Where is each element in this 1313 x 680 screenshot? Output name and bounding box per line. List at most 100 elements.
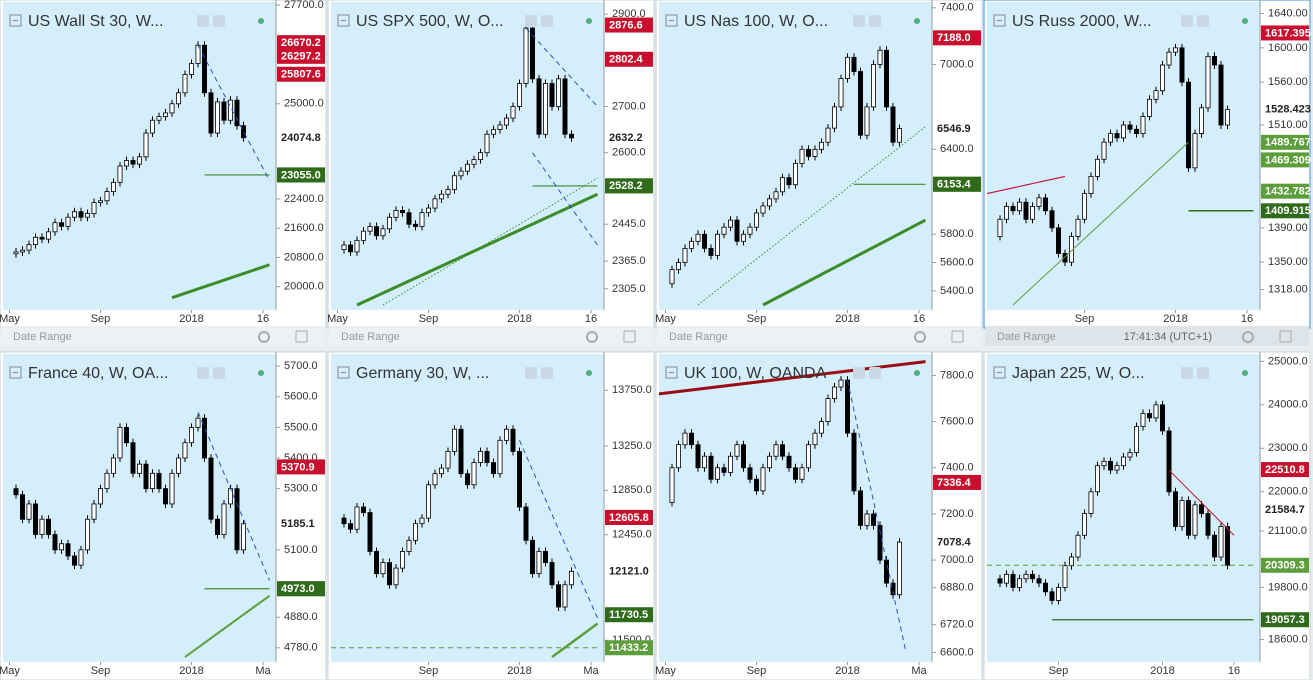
candle [26,503,32,520]
gear-icon[interactable] [586,331,598,343]
price-label: 2802.4 [609,54,644,66]
settings-icon[interactable] [853,15,865,27]
status-dot [914,370,920,376]
date-range[interactable]: Date Range [13,331,72,343]
gear-icon[interactable] [1242,331,1254,343]
settings-icon[interactable] [525,367,537,379]
candle [1004,206,1009,220]
footer-bar [1,326,325,346]
expand-icon[interactable] [1279,330,1292,343]
candle [569,570,574,586]
candle [98,488,103,505]
expand-icon[interactable] [295,330,308,343]
date-range[interactable]: Date Range [341,331,400,343]
settings-icon[interactable] [197,367,209,379]
x-tick-label: 2018 [179,313,203,325]
candle [1088,491,1094,514]
candle [241,125,246,139]
x-tick-label: May [655,665,676,677]
price-label-box [1261,462,1309,478]
candle [117,165,123,183]
settings-icon[interactable] [1181,15,1193,27]
settings-icon[interactable] [213,15,225,27]
date-range[interactable]: Date Range [997,331,1056,343]
price-label: 1469.309 [1265,154,1311,166]
price-label: 11730.5 [609,609,648,621]
collapse-icon[interactable] [665,366,678,379]
y-tick-label: 7000.0 [940,554,974,566]
collapse-icon[interactable] [993,366,1006,379]
gear-icon[interactable] [258,331,270,343]
settings-icon[interactable] [525,15,537,27]
settings-icon[interactable] [197,15,209,27]
settings-icon[interactable] [541,367,553,379]
candle [786,455,792,469]
settings-icon[interactable] [1197,15,1209,27]
candle [543,551,548,563]
x-tick-label: May [327,313,348,325]
expand-icon[interactable] [951,330,964,343]
candle [1075,534,1081,558]
candle [780,177,785,193]
settings-icon[interactable] [869,367,881,379]
candle [669,467,675,503]
candle [812,432,818,446]
candle [708,455,714,480]
price-label: 26297.2 [281,51,321,63]
candle [536,78,542,135]
expand-icon[interactable] [623,330,636,343]
gear-icon[interactable] [914,331,926,343]
candle [465,163,470,172]
candle [163,112,168,117]
price-label-box [933,121,981,137]
settings-icon[interactable] [213,367,225,379]
price-label: 1409.915 [1265,205,1311,217]
price-label-box [605,178,653,194]
candle [1114,465,1120,471]
settings-icon[interactable] [1181,367,1193,379]
collapse-icon[interactable] [665,14,678,27]
candle [708,247,714,256]
y-tick-label: 5500.0 [284,421,318,433]
y-tick-label: 5700.0 [284,360,318,372]
candle [406,212,412,225]
x-tick-label: Sep [419,665,439,677]
candle [1134,426,1139,454]
price-label-box [605,607,653,623]
candle [728,219,733,228]
date-range[interactable]: Date Range [669,331,728,343]
settings-icon[interactable] [869,15,881,27]
collapse-icon[interactable] [993,14,1006,27]
candle [754,478,759,492]
candle [1121,456,1126,467]
collapse-icon[interactable] [337,366,350,379]
candle [195,417,201,428]
x-tick-label: May [0,665,20,677]
candle [221,503,227,535]
price-label-box [277,581,325,597]
price-label: 7336.4 [937,477,972,489]
candle [432,198,438,209]
candle [851,432,857,492]
collapse-icon[interactable] [9,14,22,27]
settings-icon[interactable] [541,15,553,27]
x-tick-label: Sep [747,665,767,677]
price-label-box [1261,25,1309,41]
candle [1166,430,1172,493]
price-label-box [1261,101,1309,117]
price-label: 4973.0 [281,583,315,595]
y-tick-label: 7200.0 [940,508,974,520]
candle [85,213,90,218]
candle [858,490,863,526]
plot-area [3,354,276,662]
collapse-icon[interactable] [337,14,350,27]
y-tick-label: 6880.0 [940,582,974,594]
settings-icon[interactable] [1197,367,1209,379]
candle [104,191,110,202]
candle [536,551,542,575]
settings-icon[interactable] [853,367,865,379]
collapse-icon[interactable] [9,366,22,379]
candle [897,541,902,596]
candle [1095,465,1100,493]
candle [1212,56,1217,66]
